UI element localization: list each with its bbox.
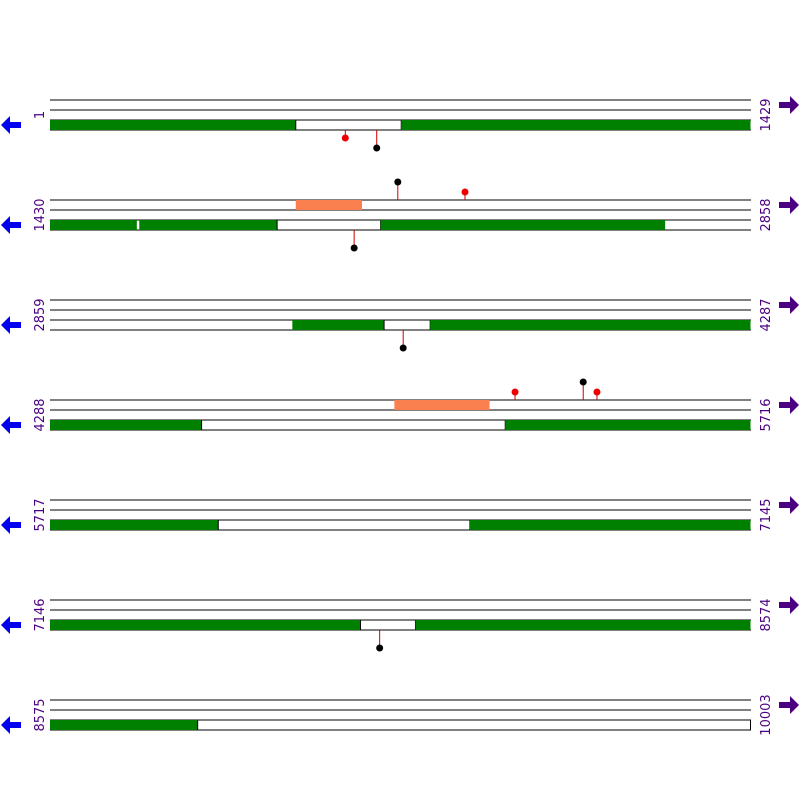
row-end-label: 8574 (759, 598, 774, 631)
feature-segment-green (469, 520, 751, 530)
marker-black-dot (399, 344, 407, 352)
feature-segment-white (360, 619, 416, 631)
arrow-right-icon (779, 296, 799, 314)
marker-red-dot (341, 134, 349, 142)
marker-black-dot (579, 378, 587, 386)
feature-segment-white (383, 319, 431, 331)
arrow-right-icon (779, 596, 799, 614)
marker-red-dot (593, 388, 601, 396)
sequence-row: 1430 2858 (1, 178, 799, 252)
feature-segment-green (50, 420, 202, 430)
feature-segment-green (139, 220, 278, 230)
arrow-left-icon (1, 216, 21, 234)
arrow-left-icon (1, 416, 21, 434)
sequence-row: 2859 4287 (1, 296, 799, 352)
arrow-left-icon (1, 616, 21, 634)
arrow-left-icon (1, 716, 21, 734)
feature-segment-green (401, 120, 751, 130)
sequence-row: 7146 8574 (1, 596, 799, 652)
sequence-row: 1 1429 (1, 96, 799, 152)
arrow-right-icon (779, 396, 799, 414)
marker-red-dot (511, 388, 519, 396)
arrow-right-icon (779, 696, 799, 714)
arrow-right-icon (779, 96, 799, 114)
feature-segment-white (201, 419, 506, 431)
row-start-label: 7146 (33, 598, 48, 631)
sequence-row: 5717 7145 (1, 496, 799, 534)
arrow-right-icon (779, 196, 799, 214)
feature-segment-green (50, 620, 361, 630)
feature-segment-white (197, 719, 752, 731)
feature-segment-salmon (295, 200, 362, 210)
feature-segment-salmon (394, 400, 490, 410)
feature-segment-green (50, 520, 219, 530)
row-end-label: 2858 (759, 198, 774, 231)
feature-segment-green (505, 420, 751, 430)
row-start-label: 4288 (33, 398, 48, 431)
row-start-label: 1430 (33, 198, 48, 231)
marker-black-dot (376, 644, 384, 652)
sequence-row: 8575 10003 (1, 694, 799, 736)
arrow-right-icon (779, 496, 799, 514)
feature-segment-white (217, 519, 471, 531)
arrow-left-icon (1, 316, 21, 334)
arrow-left-icon (1, 516, 21, 534)
feature-segment-green (380, 220, 666, 230)
row-start-label: 8575 (33, 698, 48, 731)
marker-black-dot (350, 244, 358, 252)
feature-segment-green (50, 720, 198, 730)
feature-segment-white (276, 219, 382, 231)
feature-segment-green (292, 320, 385, 330)
marker-red-dot (461, 188, 469, 196)
row-end-label: 1429 (759, 98, 774, 131)
feature-segment-green (430, 320, 751, 330)
feature-segment-green (50, 220, 137, 230)
marker-black-dot (373, 144, 381, 152)
sequence-row: 4288 5716 (1, 378, 799, 434)
feature-segment-green (50, 120, 296, 130)
row-start-label: 1 (33, 111, 48, 119)
feature-segment-white (295, 119, 402, 131)
arrow-left-icon (1, 116, 21, 134)
row-start-label: 2859 (33, 298, 48, 331)
feature-segment-green (415, 620, 751, 630)
row-end-label: 10003 (759, 694, 774, 735)
row-end-label: 5716 (759, 398, 774, 431)
row-start-label: 5717 (33, 498, 48, 531)
row-end-label: 7145 (759, 498, 774, 531)
row-end-label: 4287 (759, 298, 774, 331)
marker-black-dot (394, 178, 402, 186)
